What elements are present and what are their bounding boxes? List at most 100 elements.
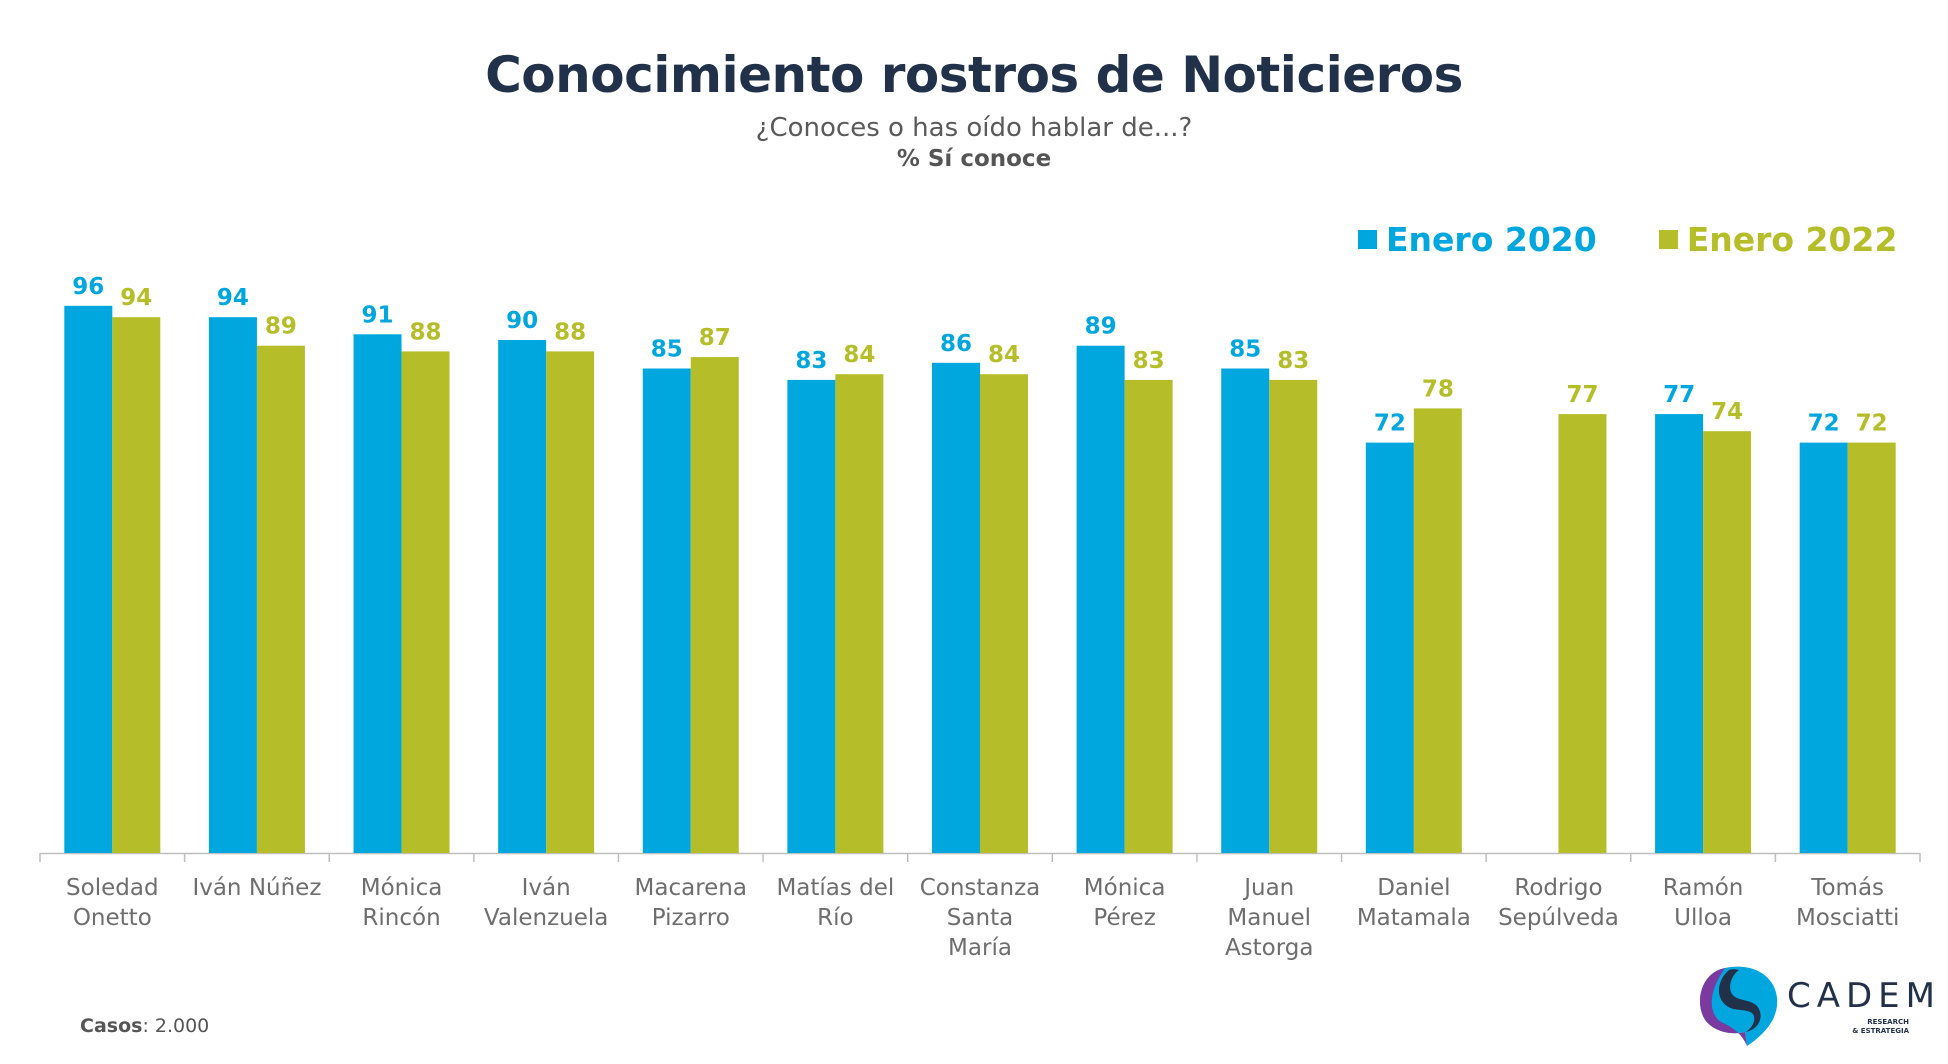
bar-2022 (1124, 379, 1173, 853)
category-label-line: Iván Núñez (192, 875, 321, 901)
bar-2022 (1703, 431, 1752, 853)
bar-2022 (546, 351, 595, 853)
category-label-line: Matías del (776, 875, 894, 901)
logo-tagline-line1: RESEARCH (1867, 1018, 1909, 1026)
bar-2022 (1269, 379, 1318, 853)
bar-2020 (1076, 345, 1125, 853)
data-label-2022: 83 (1277, 348, 1309, 374)
legend-item-2022: Enero 2022 (1658, 220, 1898, 259)
sample-size-value: : 2.000 (142, 1015, 210, 1037)
sample-size-note: Casos: 2.000 (80, 1015, 209, 1037)
category-label-line: Rodrigo (1514, 875, 1602, 901)
data-label-2022: 74 (1711, 399, 1743, 425)
category-label-line: Rincón (362, 905, 440, 931)
data-label-2022: 78 (1422, 376, 1454, 402)
bar-2020 (1799, 442, 1848, 853)
category-label: Soledad Onetto (66, 875, 159, 931)
data-label-2020: 90 (506, 308, 538, 334)
category-label-line: Santa (947, 905, 1013, 931)
logo-tagline: RESEARCH & ESTRATEGIA (1847, 1018, 1909, 1036)
data-label-2020: 96 (72, 274, 104, 300)
category-label: Matías del Río (776, 875, 894, 931)
bar-2020 (1221, 368, 1270, 853)
legend-label-2020: Enero 2020 (1386, 220, 1597, 259)
bar-2020 (208, 317, 257, 853)
category-label-line: Sepúlveda (1498, 905, 1619, 931)
category-label-line: Soledad (66, 875, 159, 901)
chart-title: Conocimiento rostros de Noticieros (485, 46, 1463, 104)
category-label: Mónica Pérez (1084, 875, 1166, 931)
category-label-line: Mónica (361, 875, 443, 901)
bar-2022 (112, 317, 161, 853)
category-label: Macarena Pizarro (635, 875, 747, 931)
category-label-line: Iván (522, 875, 571, 901)
chart-subtitle: ¿Conoces o has oído hablar de...? (755, 113, 1193, 143)
bar-2022 (1847, 442, 1896, 853)
logo-tagline-line2: & ESTRATEGIA (1852, 1027, 1909, 1035)
category-label: Tomás Mosciatti (1796, 875, 1899, 931)
data-label-2022: 77 (1566, 382, 1598, 408)
category-label-line: Constanza (920, 875, 1041, 901)
category-label-line: Onetto (73, 905, 152, 931)
legend-swatch-2020 (1358, 230, 1377, 249)
cadem-logo: CADEM RESEARCH & ESTRATEGIA (1695, 958, 1935, 1048)
category-label: Ramón Ulloa (1663, 875, 1744, 931)
bar-2020 (642, 368, 691, 853)
data-label-2020: 86 (940, 331, 972, 357)
data-label-2022: 88 (554, 319, 586, 345)
category-label-line: Valenzuela (484, 905, 608, 931)
category-label-line: Río (817, 905, 853, 931)
category-label-line: Mosciatti (1796, 905, 1899, 931)
logo-wordmark: CADEM (1787, 976, 1941, 1016)
bar-2020 (1655, 414, 1704, 853)
data-label-2022: 87 (699, 325, 731, 351)
category-label: Iván Valenzuela (484, 875, 608, 931)
category-label-line: Tomás (1810, 875, 1884, 901)
category-label-line: Matamala (1357, 905, 1471, 931)
data-label-2020: 85 (1229, 337, 1261, 363)
bar-2020 (353, 334, 402, 853)
chart-legend: Enero 2020 Enero 2022 (1358, 220, 1897, 259)
data-label-2020: 94 (217, 285, 249, 311)
category-label-line: Juan (1242, 875, 1294, 901)
bar-2022 (401, 351, 450, 853)
category-label-line: Mónica (1084, 875, 1166, 901)
legend-item-2020: Enero 2020 (1358, 220, 1597, 259)
data-label-2022: 88 (410, 319, 442, 345)
bar-2020 (787, 379, 836, 853)
bar-2022 (835, 374, 884, 853)
category-label-line: Pizarro (652, 905, 730, 931)
data-label-2022: 84 (843, 342, 875, 368)
bar-2022 (980, 374, 1028, 853)
bar-2020 (932, 362, 980, 853)
category-label: Mónica Rincón (361, 875, 443, 931)
category-label: Iván Núñez (192, 875, 321, 901)
bar-2022 (256, 345, 305, 853)
data-label-2020: 91 (362, 302, 394, 328)
data-label-2020: 83 (795, 348, 827, 374)
bar-2022 (1413, 408, 1462, 853)
category-label-line: Astorga (1225, 935, 1314, 961)
category-label-line: Ramón (1663, 875, 1744, 901)
bar-2020 (64, 305, 113, 853)
data-label-2022: 72 (1856, 411, 1888, 437)
data-label-2020: 89 (1085, 314, 1117, 340)
category-label: Rodrigo Sepúlveda (1498, 875, 1619, 931)
data-label-2022: 89 (265, 314, 297, 340)
category-label-line: Manuel (1227, 905, 1311, 931)
data-label-2020: 72 (1808, 411, 1840, 437)
category-label-line: Daniel (1377, 875, 1450, 901)
data-label-2020: 77 (1663, 382, 1695, 408)
bar-2020 (1365, 442, 1414, 853)
sample-size-label: Casos (80, 1015, 143, 1037)
legend-label-2022: Enero 2022 (1686, 220, 1898, 259)
cadem-logo-icon (1699, 966, 1778, 1046)
data-label-2022: 84 (988, 342, 1020, 368)
bar-2022 (1558, 414, 1607, 853)
category-label-line: Ulloa (1674, 905, 1732, 931)
category-label: Daniel Matamala (1357, 875, 1471, 931)
bar-2020 (498, 340, 547, 853)
bar-2022 (690, 357, 739, 853)
legend-swatch-2022 (1658, 230, 1678, 249)
